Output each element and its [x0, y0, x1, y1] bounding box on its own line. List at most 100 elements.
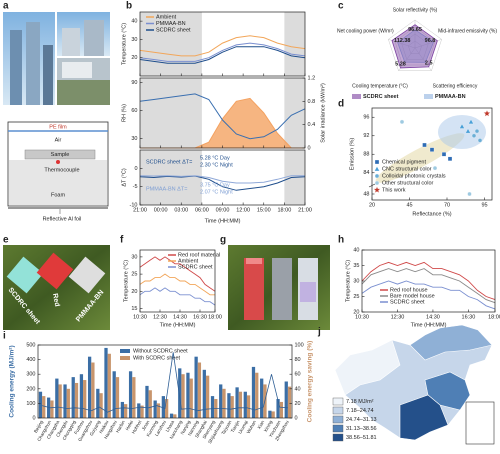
bar	[161, 396, 165, 418]
x-tick-label: 70	[444, 202, 450, 208]
bar	[55, 378, 59, 418]
legend-label: With SCDRC sheet	[133, 355, 181, 361]
y-tick-label: 60	[131, 108, 137, 114]
point	[374, 166, 380, 172]
photo-buildings	[3, 12, 110, 105]
point	[374, 173, 380, 179]
y-tick-label: 200	[26, 386, 35, 392]
bar	[271, 411, 275, 418]
legend-swatch	[424, 94, 433, 99]
x-tick-label: 18:00	[488, 314, 500, 320]
radar-axis-label: Mid-infrared emissivity (%)	[438, 28, 497, 34]
bar	[153, 400, 157, 418]
region-shade	[375, 133, 465, 183]
legend-label: PMMAA-BN	[156, 21, 186, 27]
y-tick-label: 0.8	[308, 99, 316, 105]
legend-swatch	[332, 397, 344, 406]
point	[429, 147, 435, 152]
legend-label: SCDRC sheet	[363, 94, 399, 100]
radar-series	[391, 24, 438, 69]
panel-letter: b	[126, 1, 132, 12]
legend-swatch	[332, 433, 344, 442]
y-tick-label: 100	[26, 401, 35, 407]
bar	[186, 372, 190, 418]
legend-label: SCDRC sheet	[156, 27, 191, 33]
radar-grid	[394, 26, 436, 66]
x-tick-label: 21:00	[133, 207, 147, 213]
schematic-label: Sample	[51, 152, 70, 158]
bar	[243, 391, 247, 418]
radar-grid	[408, 40, 422, 54]
series-line	[139, 175, 306, 191]
panel-letter: h	[338, 235, 344, 246]
y-tick-label: -5	[133, 184, 138, 190]
legend-swatch	[332, 424, 344, 433]
axis-label: Cooling energy saving (%)	[307, 341, 314, 423]
y-tick-label: 20	[131, 289, 137, 295]
x-tick-label: Haikou	[98, 419, 110, 434]
bar	[219, 384, 223, 418]
bar	[137, 403, 141, 418]
x-tick-label: 15:00	[257, 207, 271, 213]
bar	[222, 388, 226, 418]
bar	[71, 377, 75, 418]
bar	[83, 380, 87, 418]
point	[477, 138, 483, 143]
legend-label: 31.13–38.56	[346, 426, 377, 432]
bar	[42, 396, 46, 418]
x-tick-label: Jinan	[141, 419, 151, 431]
photo-label: Red	[51, 293, 60, 307]
schematic: PE film Air Sample Thermocouple Foam Ref…	[7, 121, 109, 222]
point	[441, 152, 447, 157]
axis-label: Temperature (°C)	[121, 23, 127, 65]
x-tick-label: 95	[481, 202, 487, 208]
bar	[181, 374, 185, 418]
bar	[79, 374, 84, 418]
y-tick-label: 500	[26, 342, 35, 348]
legend-label: Ambient	[178, 258, 199, 264]
y-tick-label: 0	[32, 415, 35, 421]
x-tick-label: Beijing	[33, 419, 44, 434]
y-tick-label: 20	[295, 401, 301, 407]
series-line	[139, 273, 215, 296]
bar	[115, 377, 120, 418]
bar	[63, 384, 67, 418]
bar	[91, 362, 95, 418]
axis-label: Time (HH:MM)	[411, 322, 447, 328]
x-tick-label: 45	[406, 202, 412, 208]
legend-label: Without SCDRC sheet	[133, 348, 188, 354]
axis-label: Time (HH:MM)	[205, 218, 241, 224]
legend-label: 7.18–24.74	[346, 408, 374, 414]
series-line	[139, 287, 216, 306]
y-tick-label: 100	[295, 342, 304, 348]
panel-letter: j	[317, 327, 321, 338]
bar	[132, 377, 136, 418]
series-line	[139, 175, 305, 184]
panel-letter: a	[3, 1, 9, 12]
point	[474, 128, 480, 134]
legend-label: SCDRC sheet	[178, 264, 213, 270]
bar	[279, 401, 283, 418]
panel-letter: e	[3, 235, 9, 246]
legend-label: Red roof house	[390, 287, 428, 293]
y-tick-label: 40	[131, 19, 137, 25]
x-tick-label: Xining	[263, 419, 274, 433]
legend-swatch	[332, 406, 344, 415]
bar	[104, 347, 108, 418]
panel-letter: f	[120, 235, 124, 246]
bar	[210, 396, 215, 418]
series-line	[139, 46, 306, 64]
legend-label: Other structural color	[382, 180, 434, 186]
y-tick-label: 92	[363, 133, 369, 139]
bar	[124, 404, 128, 418]
annotation: 2.07 °C Night	[200, 189, 233, 195]
bar	[50, 400, 54, 418]
y-tick-label: 84	[363, 170, 369, 176]
x-tick-label: 03:00	[174, 207, 188, 213]
value-label: 2.5	[425, 60, 433, 66]
y-tick-label: 40	[295, 386, 301, 392]
point	[447, 156, 453, 162]
photo-samples	[3, 245, 110, 330]
x-tick-label: 20	[369, 202, 375, 208]
